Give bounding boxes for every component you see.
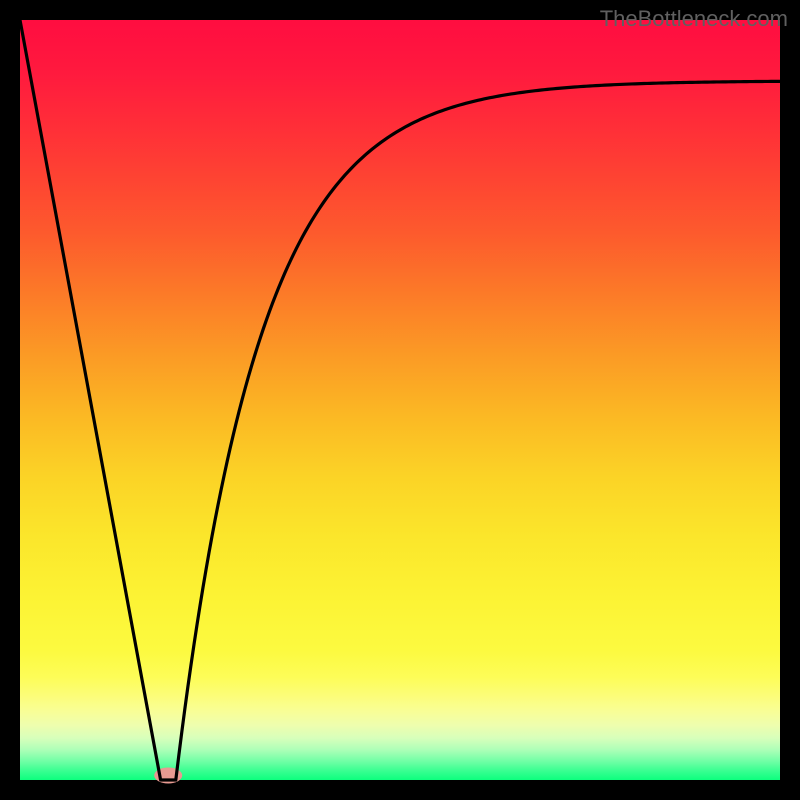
watermark-label: TheBottleneck.com — [600, 6, 788, 32]
bottleneck-chart: TheBottleneck.com — [0, 0, 800, 800]
chart-svg — [0, 0, 800, 800]
chart-gradient-background — [20, 20, 780, 780]
